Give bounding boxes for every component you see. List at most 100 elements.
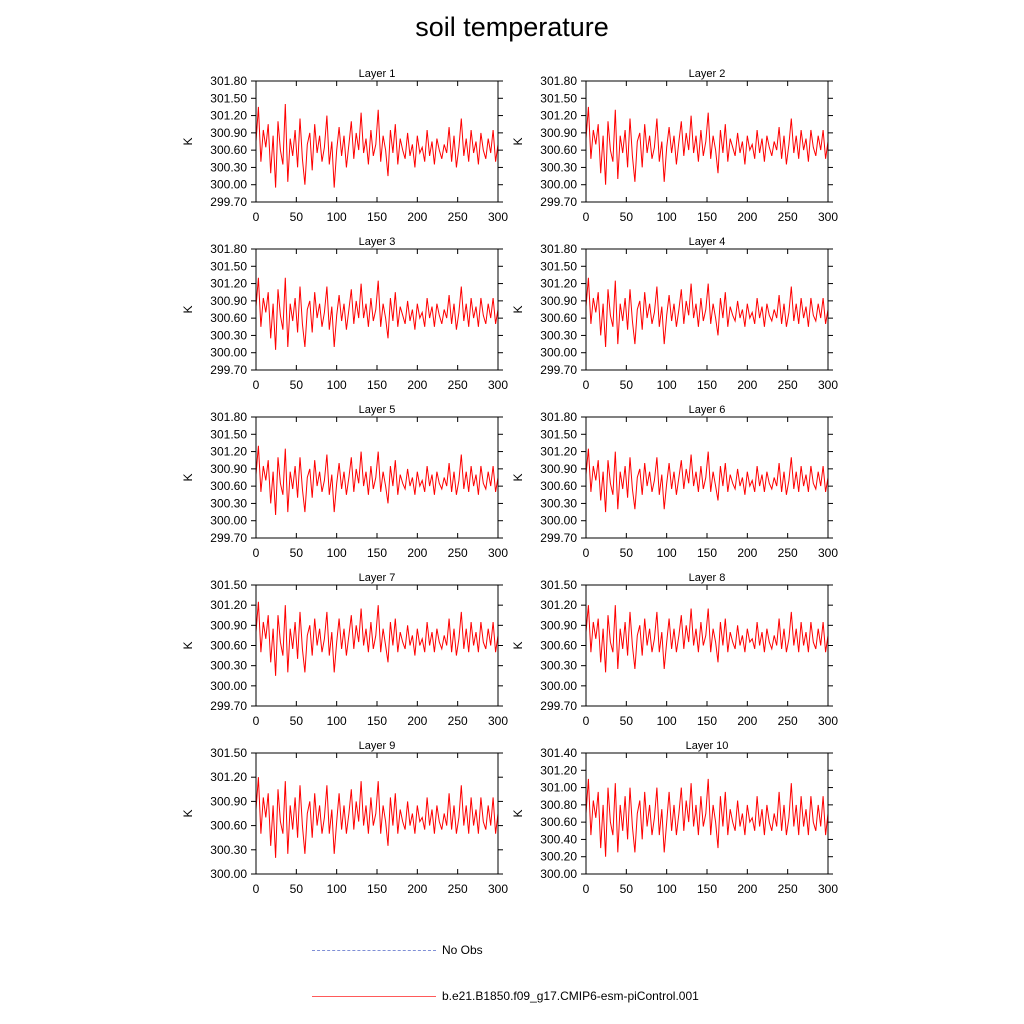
y-tick-label: 301.20 (210, 770, 247, 784)
y-tick-label: 300.60 (210, 311, 247, 325)
y-tick-label: 300.90 (540, 294, 577, 308)
y-tick-label: 301.80 (540, 242, 577, 256)
series-line (585, 106, 829, 185)
x-tick-label: 300 (818, 546, 838, 560)
x-tick-label: 50 (290, 378, 304, 392)
y-tick-label: 300.60 (210, 819, 247, 833)
y-tick-label: 301.50 (210, 427, 247, 441)
series-line (255, 777, 499, 858)
y-tick-label: 300.90 (210, 618, 247, 632)
x-tick-label: 250 (778, 378, 798, 392)
series-line (255, 277, 499, 350)
y-axis-label: K (511, 641, 525, 649)
plot-frame (585, 752, 829, 875)
x-tick-label: 250 (448, 882, 468, 896)
plot-frame (255, 752, 499, 875)
x-tick-label: 200 (407, 546, 427, 560)
chart-panel: Layer 5 0 50 100 150 200 250 300 299.70 300.00 300… (181, 404, 508, 560)
y-tick-label: 300.00 (540, 867, 577, 881)
y-tick-label: 301.50 (210, 746, 247, 760)
x-tick-label: 250 (448, 546, 468, 560)
y-tick-label: 300.00 (210, 679, 247, 693)
panel-title: Layer 1 (359, 68, 396, 80)
x-tick-label: 300 (488, 882, 508, 896)
y-axis-label: K (181, 473, 195, 481)
y-tick-label: 301.20 (540, 598, 577, 612)
y-tick-label: 300.60 (540, 815, 577, 829)
x-tick-label: 0 (253, 882, 260, 896)
y-tick-label: 300.90 (210, 294, 247, 308)
x-tick-label: 200 (737, 714, 757, 728)
y-tick-label: 300.30 (540, 659, 577, 673)
y-tick-label: 301.80 (210, 74, 247, 88)
y-axis-label: K (181, 641, 195, 649)
x-tick-label: 150 (697, 546, 717, 560)
y-tick-label: 300.60 (210, 143, 247, 157)
panel-title: Layer 5 (359, 404, 396, 416)
y-tick-label: 301.20 (210, 109, 247, 123)
y-tick-label: 300.30 (210, 328, 247, 342)
x-tick-label: 250 (448, 210, 468, 224)
x-tick-label: 150 (367, 882, 387, 896)
x-tick-label: 50 (290, 546, 304, 560)
x-tick-label: 250 (448, 714, 468, 728)
y-tick-label: 301.50 (540, 91, 577, 105)
y-tick-label: 301.80 (210, 242, 247, 256)
y-tick-label: 300.00 (540, 178, 577, 192)
x-tick-label: 0 (253, 210, 260, 224)
x-tick-label: 250 (448, 378, 468, 392)
y-tick-label: 300.90 (540, 126, 577, 140)
chart-panel: Layer 1 0 50 100 150 200 250 300 299.70 300.00 300… (181, 68, 508, 224)
y-tick-label: 300.00 (540, 679, 577, 693)
y-tick-label: 300.00 (540, 514, 577, 528)
x-tick-label: 250 (778, 546, 798, 560)
x-tick-label: 200 (407, 714, 427, 728)
x-tick-label: 300 (818, 210, 838, 224)
x-tick-label: 0 (583, 714, 590, 728)
x-tick-label: 150 (697, 882, 717, 896)
series-line (255, 103, 499, 188)
y-tick-label: 300.90 (210, 794, 247, 808)
y-tick-label: 299.70 (210, 363, 247, 377)
panel-title: Layer 7 (359, 572, 396, 584)
legend-label: No Obs (442, 943, 483, 957)
series-line (585, 448, 829, 513)
y-tick-label: 300.90 (210, 462, 247, 476)
x-tick-label: 200 (737, 546, 757, 560)
y-tick-label: 301.50 (210, 259, 247, 273)
y-tick-label: 300.60 (540, 639, 577, 653)
x-tick-label: 50 (620, 882, 634, 896)
y-tick-label: 299.70 (540, 195, 577, 209)
plot-frame (585, 80, 829, 203)
x-tick-label: 50 (620, 714, 634, 728)
chart-panel: Layer 4 0 50 100 150 200 250 300 299.70 300.00 300… (511, 236, 838, 392)
y-tick-label: 299.70 (210, 699, 247, 713)
y-tick-label: 300.90 (540, 618, 577, 632)
y-tick-label: 300.30 (540, 160, 577, 174)
x-tick-label: 150 (367, 378, 387, 392)
x-tick-label: 100 (657, 378, 677, 392)
x-tick-label: 150 (367, 210, 387, 224)
x-tick-label: 300 (488, 210, 508, 224)
chart-panel: Layer 8 0 50 100 150 200 250 300 299.70 300.00 300… (511, 572, 838, 728)
y-tick-label: 300.60 (540, 479, 577, 493)
x-tick-label: 200 (407, 378, 427, 392)
x-tick-label: 150 (697, 378, 717, 392)
plot-frame (255, 416, 499, 539)
x-tick-label: 100 (657, 882, 677, 896)
y-axis-label: K (181, 809, 195, 817)
y-tick-label: 300.90 (210, 126, 247, 140)
x-tick-label: 100 (657, 546, 677, 560)
x-tick-label: 200 (737, 378, 757, 392)
legend-item-no-obs: No Obs (312, 942, 483, 958)
plot-frame (255, 248, 499, 371)
y-tick-label: 301.50 (540, 259, 577, 273)
y-tick-label: 300.80 (540, 798, 577, 812)
x-tick-label: 250 (778, 210, 798, 224)
y-tick-label: 301.20 (540, 277, 577, 291)
x-tick-label: 0 (583, 210, 590, 224)
chart-panel: Layer 9 0 50 100 150 200 250 300 300.00 300.30 300… (181, 740, 508, 896)
legend-item-model-run: b.e21.B1850.f09_g17.CMIP6-esm-piControl.… (312, 988, 699, 1004)
y-tick-label: 300.90 (540, 462, 577, 476)
chart-panel: Layer 7 0 50 100 150 200 250 300 299.70 300.00 300… (181, 572, 508, 728)
